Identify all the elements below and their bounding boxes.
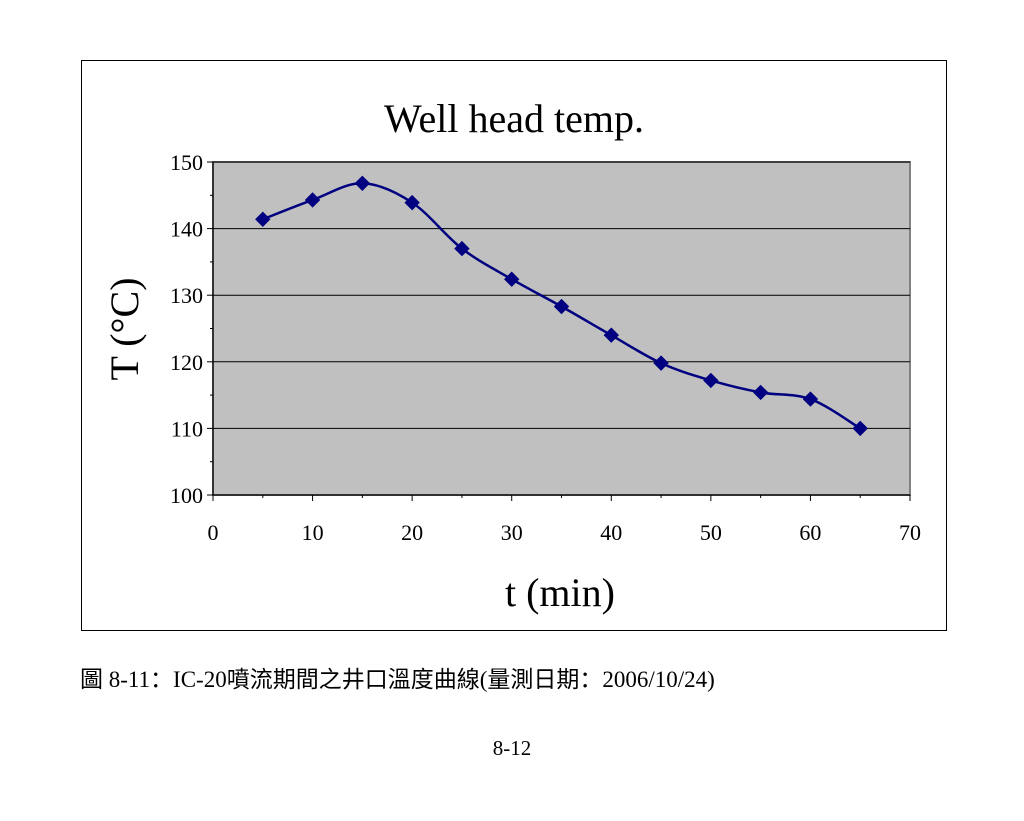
data-point — [703, 372, 719, 389]
page-number: 8-12 — [492, 736, 532, 760]
figure-caption: 圖 8-11：IC-20噴流期間之井口溫度曲線(量測日期：2006/10/24) — [80, 667, 715, 692]
data-point — [603, 327, 619, 343]
chart-frame: 100 110 120 130 140 150 0 10 20 30 40 50 60 70 Well he… — [81, 60, 947, 631]
x-tick-label: 30 — [501, 520, 523, 545]
y-tick-label: 150 — [170, 150, 203, 175]
data-point — [354, 175, 371, 192]
x-tick-label: 20 — [401, 520, 423, 545]
y-tick-label: 120 — [170, 350, 203, 375]
x-axis-label: t (min) — [505, 570, 615, 615]
chart-svg: 100 110 120 130 140 150 0 10 20 30 40 50 60 70 Well he… — [102, 96, 921, 615]
y-tick-label: 100 — [170, 483, 203, 508]
x-tick-label: 60 — [799, 520, 821, 545]
y-tick-label: 130 — [170, 283, 203, 308]
y-tick-label: 110 — [171, 416, 203, 441]
x-tick-label: 40 — [600, 520, 622, 545]
y-tick-label: 140 — [170, 217, 203, 242]
data-point — [454, 240, 470, 257]
data-point — [553, 298, 570, 315]
x-tick-label: 10 — [302, 520, 324, 545]
plot-area — [212, 161, 911, 496]
data-point — [852, 420, 868, 437]
chart-title: Well head temp. — [384, 96, 644, 141]
data-point — [404, 194, 420, 211]
x-tick-label: 70 — [899, 520, 921, 545]
data-point — [752, 384, 769, 401]
data-point — [504, 271, 520, 287]
x-tick-label: 0 — [208, 520, 219, 545]
y-axis-label: T (°C) — [102, 277, 147, 380]
x-tick-label: 50 — [700, 520, 722, 545]
data-point — [653, 355, 669, 371]
data-point — [255, 211, 271, 227]
data-point — [304, 192, 321, 208]
data-point — [802, 391, 819, 407]
